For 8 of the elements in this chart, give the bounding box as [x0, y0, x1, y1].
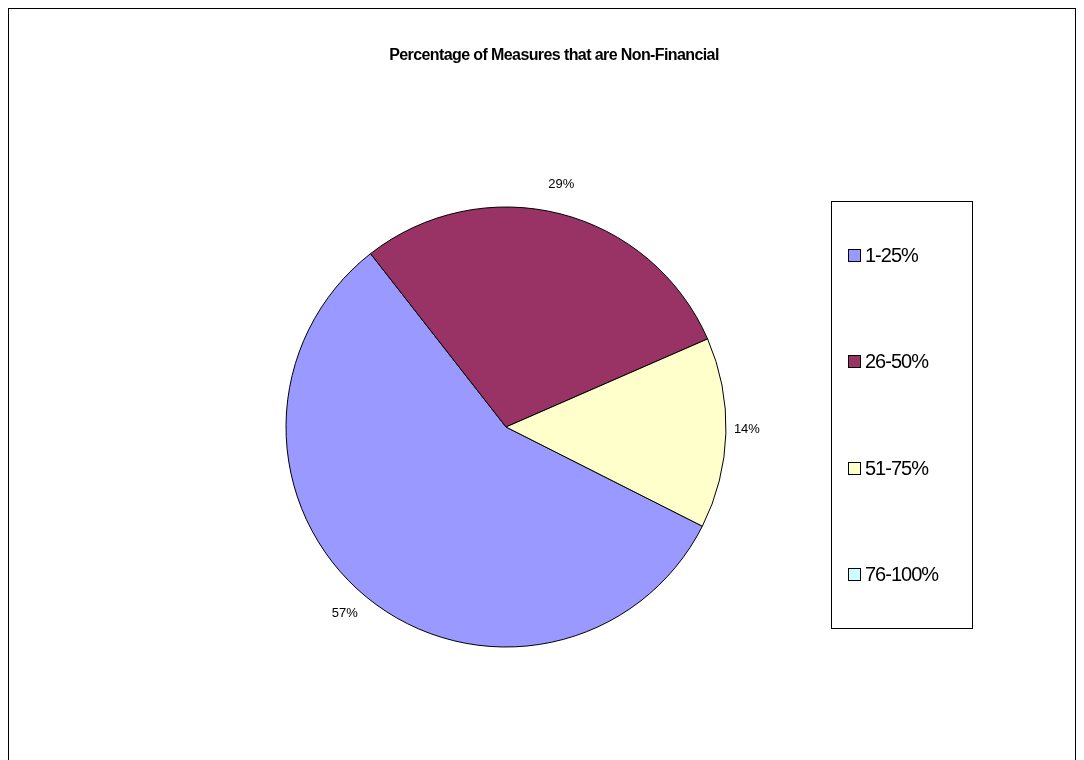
legend-label: 1-25% — [865, 243, 918, 267]
chart-title: Percentage of Measures that are Non-Financial — [388, 46, 720, 64]
legend-label: 26-50% — [865, 350, 928, 374]
data-label: 29% — [548, 176, 575, 192]
legend-label: 76-100% — [865, 563, 939, 587]
data-label: 14% — [733, 421, 761, 437]
data-label: 57% — [331, 604, 359, 620]
legend-label: 51-75% — [865, 456, 928, 480]
